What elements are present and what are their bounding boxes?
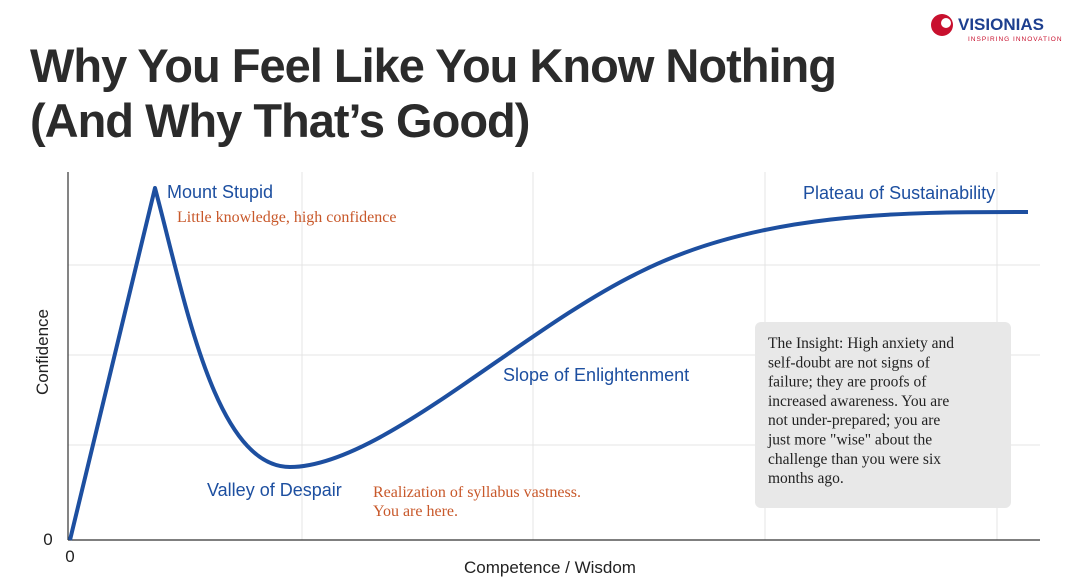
peak-label: Mount Stupid (167, 182, 273, 202)
insight-line: The Insight: High anxiety and (768, 335, 954, 352)
logo: VISIONIAS INSPIRING INNOVATION (931, 14, 1063, 43)
insight-line: months ago. (768, 470, 844, 487)
insight-box (755, 322, 1011, 508)
insight-line: not under-prepared; you are (768, 412, 940, 429)
logo-name: VISIONIAS (958, 15, 1044, 34)
title-line: (And Why That’s Good) (30, 94, 529, 147)
logo-icon (941, 18, 951, 28)
x-origin: 0 (65, 547, 74, 566)
curve (68, 186, 1029, 541)
plateau-label: Plateau of Sustainability (803, 183, 995, 203)
logo-tagline: INSPIRING INNOVATION (968, 36, 1063, 43)
valley-label: Valley of Despair (207, 480, 342, 500)
x-axis-label: Competence / Wisdom (464, 558, 636, 577)
insight-line: increased awareness. You are (768, 393, 949, 410)
valley-note: Realization of syllabus vastness. (373, 484, 581, 501)
title-line: Why You Feel Like You Know Nothing (30, 39, 836, 92)
insight-line: failure; they are proofs of (768, 374, 927, 391)
slope-label: Slope of Enlightenment (503, 365, 689, 385)
insight-line: challenge than you were six (768, 451, 941, 468)
valley-note: You are here. (373, 503, 458, 520)
y-axis-label: Confidence (33, 309, 52, 395)
insight-line: self-doubt are not signs of (768, 354, 931, 371)
insight-line: just more "wise" about the (767, 432, 932, 449)
insight-text: The Insight: High anxiety and self-doubt … (767, 335, 954, 487)
y-origin: 0 (43, 530, 52, 549)
peak-note: Little knowledge, high confidence (177, 209, 396, 226)
